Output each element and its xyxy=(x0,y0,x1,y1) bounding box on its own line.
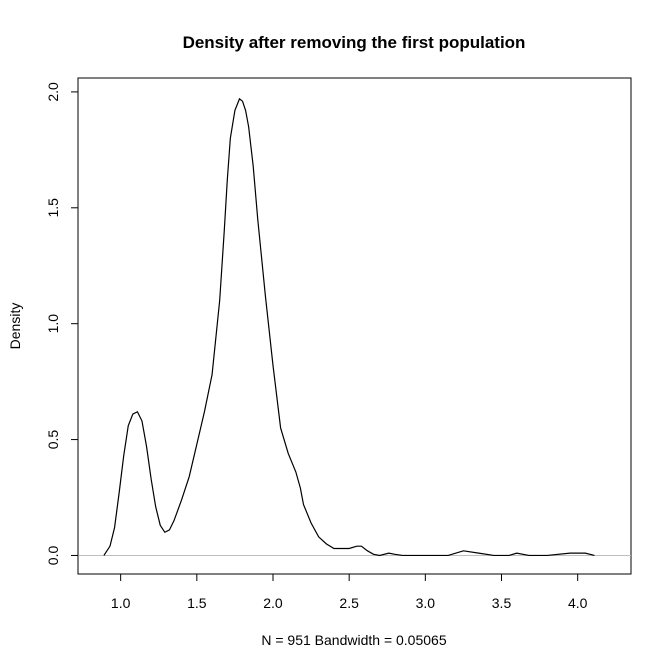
y-tick-label: 0.5 xyxy=(45,430,61,450)
density-curve xyxy=(103,97,595,557)
chart-title: Density after removing the first populat… xyxy=(183,33,526,52)
y-tick-label: 1.0 xyxy=(45,314,61,334)
y-tick-label: 2.0 xyxy=(45,82,61,102)
x-tick-label: 2.5 xyxy=(339,595,359,611)
y-axis: 0.0 0.5 1.0 1.5 2.0 xyxy=(45,82,79,566)
x-tick-label: 2.0 xyxy=(263,595,283,611)
x-tick-label: 4.0 xyxy=(568,595,588,611)
x-axis-label: N = 951 Bandwidth = 0.05065 xyxy=(261,632,446,648)
plot-frame xyxy=(77,77,632,575)
x-axis: 1.0 1.5 2.0 2.5 3.0 3.5 4.0 xyxy=(111,573,588,611)
x-tick-label: 3.0 xyxy=(416,595,436,611)
x-tick-label: 1.0 xyxy=(111,595,131,611)
y-tick-label: 0.0 xyxy=(45,546,61,566)
x-tick-label: 3.5 xyxy=(492,595,512,611)
x-tick-label: 1.5 xyxy=(187,595,207,611)
y-axis-label: Density xyxy=(7,303,23,350)
y-tick-label: 1.5 xyxy=(45,198,61,218)
